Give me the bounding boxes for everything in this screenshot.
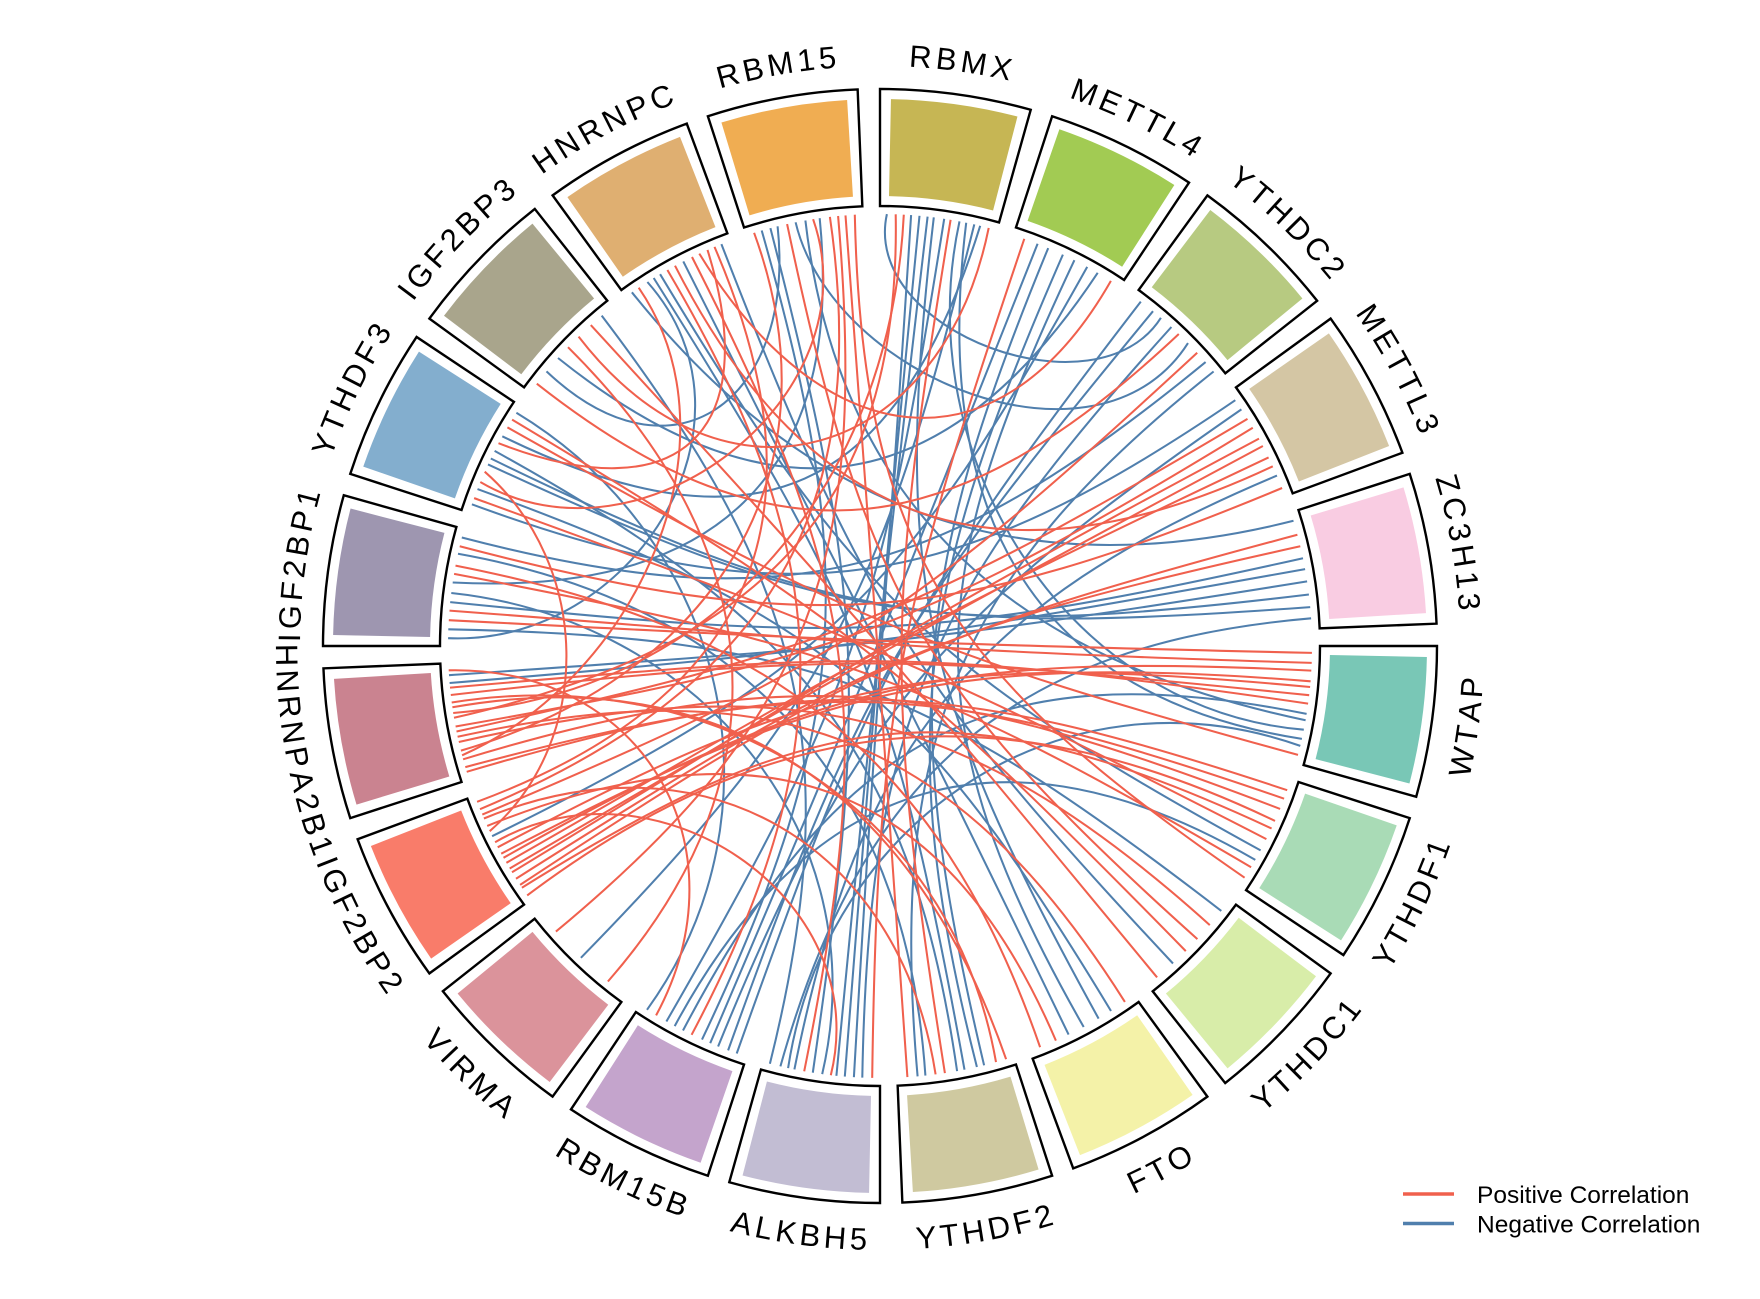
svg-text:H: H (823, 1220, 848, 1257)
svg-text:1: 1 (795, 42, 817, 79)
svg-text:B: B (798, 1217, 823, 1254)
svg-text:N: N (274, 719, 312, 746)
svg-text:Negative Correlation: Negative Correlation (1477, 1212, 1700, 1239)
svg-text:5: 5 (817, 40, 837, 76)
svg-text:T: T (938, 1217, 961, 1254)
svg-text:I: I (272, 633, 307, 642)
svg-text:M: M (958, 44, 989, 83)
svg-text:M: M (765, 45, 796, 84)
svg-text:N: N (269, 669, 305, 693)
svg-text:F: F (274, 580, 311, 602)
svg-text:R: R (908, 39, 933, 75)
svg-text:H: H (1445, 542, 1483, 569)
svg-text:A: A (1451, 699, 1488, 724)
svg-text:P: P (1454, 676, 1490, 699)
svg-text:L: L (752, 1209, 776, 1247)
svg-text:1: 1 (1448, 570, 1485, 591)
svg-text:R: R (271, 694, 308, 720)
svg-text:2: 2 (276, 558, 313, 580)
svg-text:Positive Correlation: Positive Correlation (1477, 1182, 1689, 1209)
svg-text:5: 5 (849, 1221, 868, 1257)
svg-text:H: H (960, 1213, 988, 1251)
svg-text:3: 3 (1441, 520, 1479, 544)
svg-text:B: B (934, 41, 959, 78)
svg-text:Y: Y (914, 1219, 937, 1256)
svg-text:3: 3 (1451, 592, 1487, 612)
svg-text:H: H (269, 644, 304, 667)
svg-text:G: G (272, 604, 308, 630)
